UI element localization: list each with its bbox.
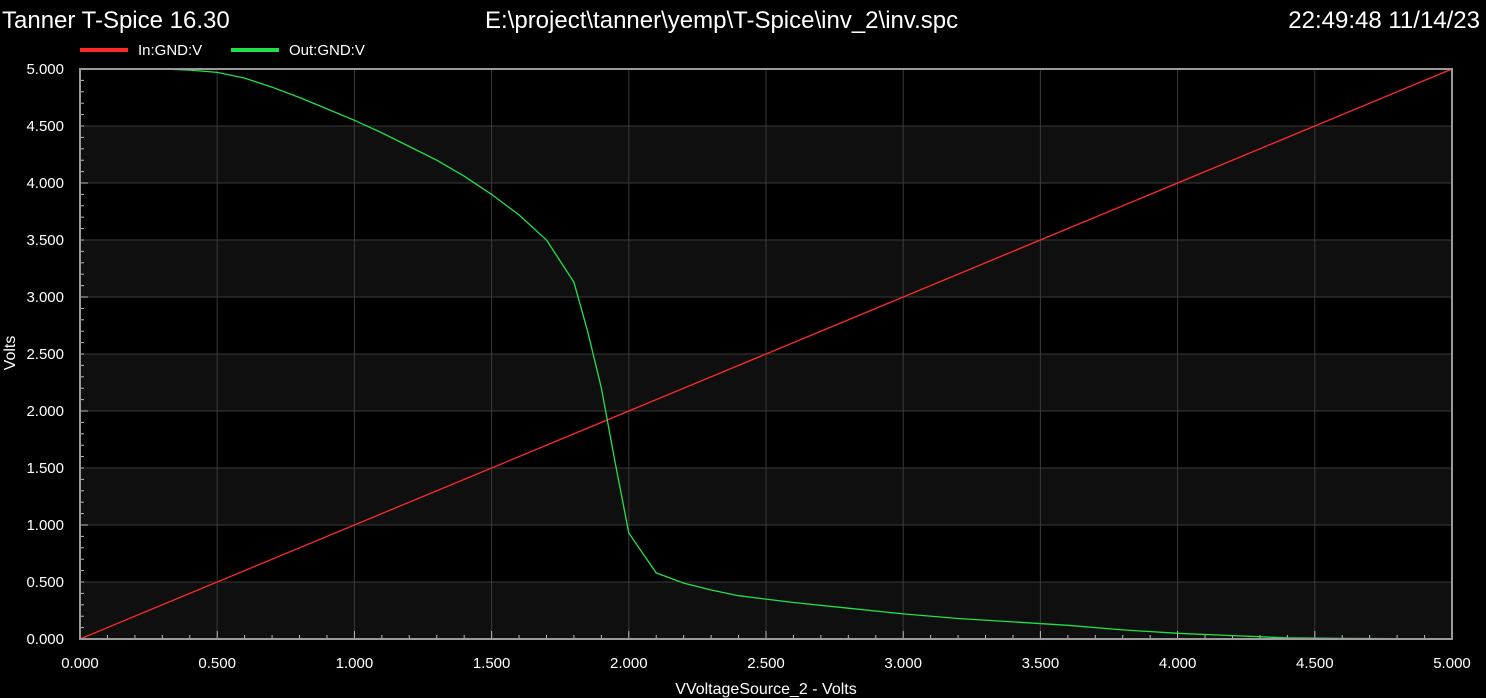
- x-tick-label: 3.500: [1022, 655, 1060, 672]
- x-axis-ticks: 0.000 0.500 1.000 1.500 2.000 2.500 3.000 3.500…: [61, 655, 1471, 672]
- y-tick-label: 1.000: [26, 517, 64, 534]
- y-tick-label: 2.500: [26, 346, 64, 363]
- timestamp: 22:49:48 11/14/23: [1288, 7, 1480, 34]
- y-tick-label: 0.500: [26, 574, 64, 591]
- y-tick-label: 3.000: [26, 289, 64, 306]
- series-line-out-gnd-v: [80, 68, 1453, 640]
- y-axis-ticks: 0.000 0.500 1.000 1.500 2.000 2.500 3.000 3.500…: [26, 61, 64, 648]
- x-tick-label: 3.000: [884, 655, 922, 672]
- y-tick-label: 4.500: [26, 118, 64, 135]
- x-tick-label: 1.500: [473, 655, 511, 672]
- x-tick-label: 5.000: [1433, 655, 1471, 672]
- y-tick-label: 4.000: [26, 175, 64, 192]
- x-tick-label: 1.000: [336, 655, 374, 672]
- y-axis-label: Volts: [2, 336, 19, 371]
- series-group: [79, 68, 1453, 640]
- series-line-in-gnd-v: [79, 68, 1453, 640]
- legend-label: Out:GND:V: [289, 42, 365, 59]
- x-tick-label: 2.000: [610, 655, 648, 672]
- y-tick-label: 3.500: [26, 232, 64, 249]
- x-tick-label: 4.000: [1159, 655, 1197, 672]
- x-tick-label: 4.500: [1296, 655, 1334, 672]
- legend: In:GND:V Out:GND:V: [80, 42, 365, 59]
- app-title: Tanner T-Spice 16.30: [2, 7, 230, 34]
- grid: [80, 69, 1452, 639]
- y-tick-label: 2.000: [26, 403, 64, 420]
- y-tick-label: 5.000: [26, 61, 64, 78]
- x-axis-label: VVoltageSource_2 - Volts: [675, 681, 856, 698]
- plot-frame: [79, 68, 1453, 640]
- x-tick-label: 0.000: [61, 655, 99, 672]
- y-tick-label: 1.500: [26, 460, 64, 477]
- legend-label: In:GND:V: [138, 42, 202, 59]
- x-tick-label: 0.500: [198, 655, 236, 672]
- y-tick-label: 0.000: [26, 631, 64, 648]
- file-path: E:\project\tanner\yemp\T-Spice\inv_2\inv…: [485, 7, 959, 34]
- x-tick-label: 2.500: [747, 655, 785, 672]
